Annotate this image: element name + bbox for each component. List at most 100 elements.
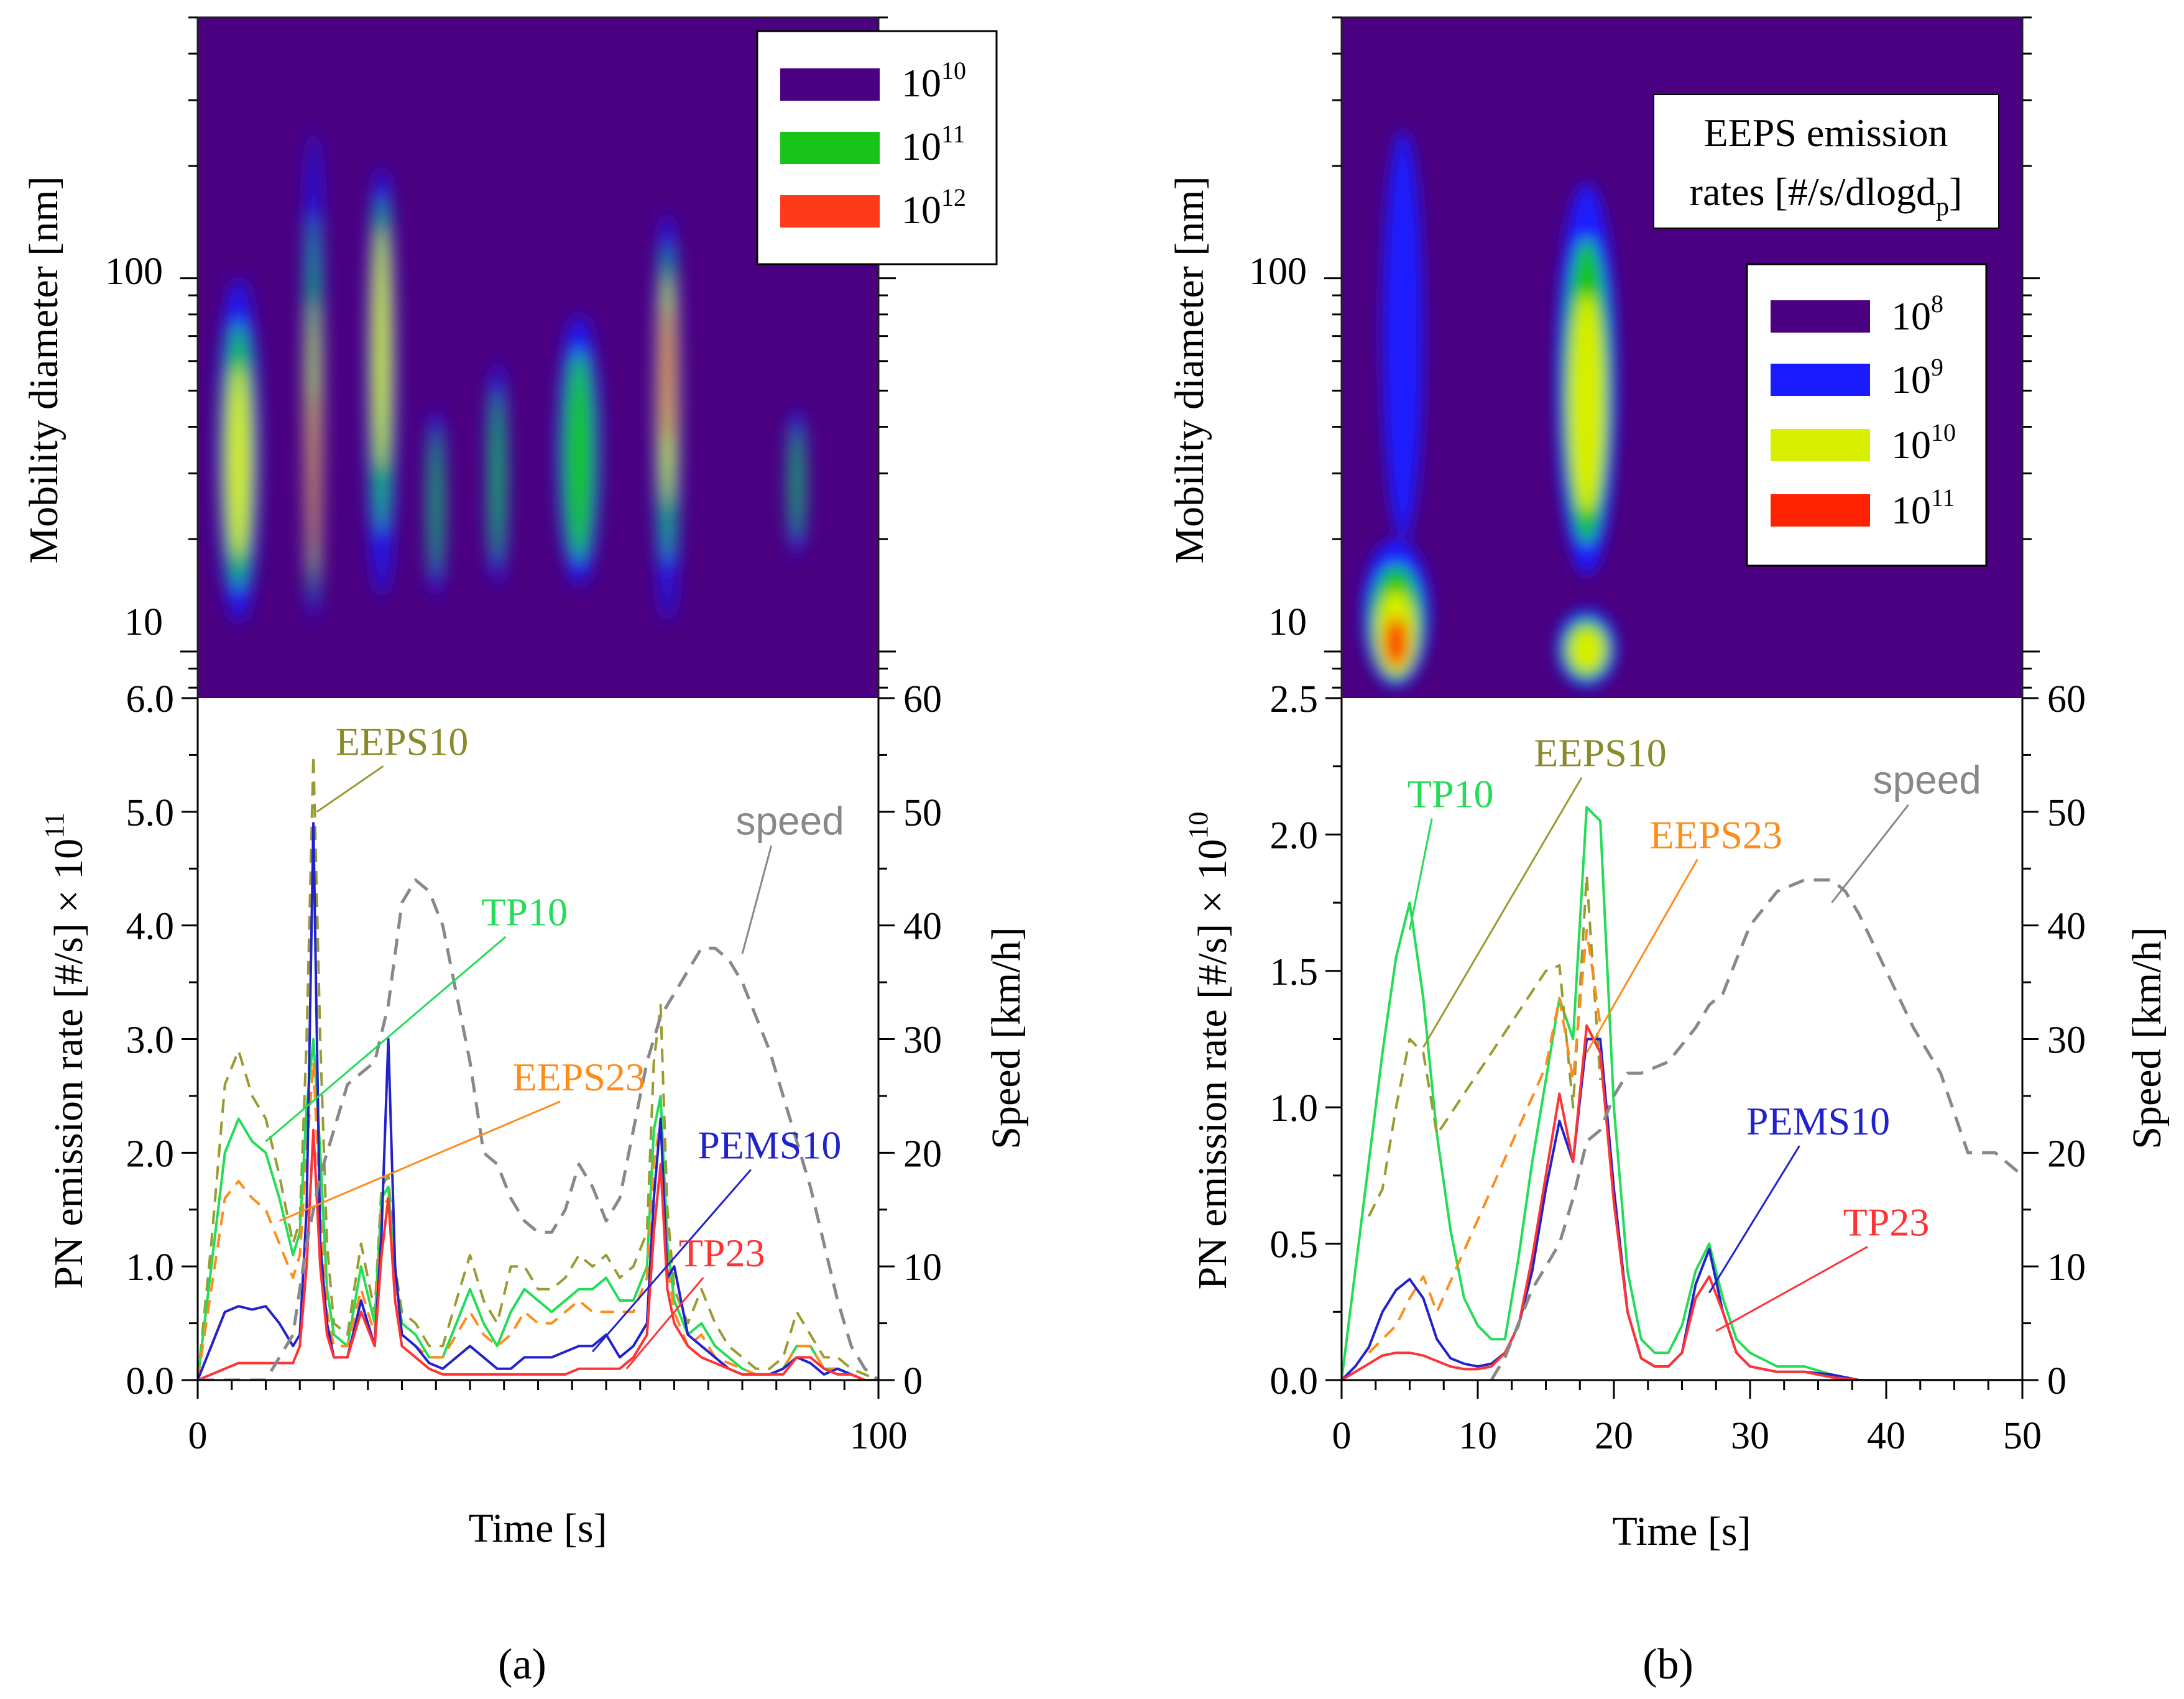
ytick-label: 0.5 [1270, 1224, 1319, 1266]
series-label-tp10: TP10 [481, 890, 568, 934]
series-label-pems10: PEMS10 [1746, 1099, 1890, 1143]
ytick-label: 5.0 [126, 792, 175, 834]
linechart-b-ticks: 0.0 0.5 1.0 1.5 2.0 2.5 0 10 20 30 40 50 60 0 10 20 30 40… [1270, 678, 2086, 1457]
heatmap-blob-4-green [430, 428, 442, 577]
y2tick-label: 50 [903, 792, 942, 834]
legend-a-swatch-2 [780, 132, 880, 164]
legend-a-entry-1: 1010 [901, 57, 966, 105]
linechart-b-y2label: Speed [km/h] [2124, 927, 2170, 1149]
legend-b-swatch-3 [1771, 429, 1870, 461]
heatmap-blob-layer [1362, 129, 1618, 688]
series-label-speed: speed [735, 798, 844, 843]
heatmap-blob-layer [218, 129, 804, 622]
legend-a-entry-3: 1012 [901, 183, 966, 232]
heatmap-blob-1-red [1384, 617, 1408, 668]
series-line-eeps10 [198, 753, 878, 1380]
series-label-pems10: PEMS10 [698, 1123, 841, 1167]
series-line-speed [198, 878, 878, 1380]
series-pointer-tp23 [625, 1277, 704, 1370]
series-line-eeps23 [1368, 929, 1602, 1354]
xtick-label: 20 [1595, 1415, 1633, 1457]
y2tick-label: 20 [2047, 1133, 2086, 1175]
legend-a-swatch-3 [780, 195, 880, 228]
legend-a-swatch-1 [780, 68, 880, 101]
heatmap-blob-8-green [791, 425, 803, 541]
legend-b-swatch-2 [1771, 364, 1870, 396]
heatmap-b-legend-title-box [1653, 94, 1999, 229]
legend-a-entry-2: 1011 [901, 120, 965, 168]
heatmap-blob-6-green [563, 350, 595, 562]
y2tick-label: 20 [903, 1133, 942, 1175]
ytick-label: 2.5 [1270, 678, 1319, 721]
linechart-a-xlabel: Time [s] [468, 1506, 607, 1551]
linechart-a-pointers: EEPS10 TP10 EEPS23 PEMS10 TP23 speed [265, 719, 844, 1370]
ytick-label: 1.0 [126, 1246, 175, 1289]
heatmap-a-ylabel: Mobility diameter [nm] [21, 176, 67, 563]
xtick-label: 40 [1867, 1415, 1905, 1457]
linechart-a-series [198, 753, 878, 1380]
ytick-label: 2.0 [126, 1133, 175, 1175]
series-label-tp23: TP23 [1843, 1200, 1930, 1244]
heatmap-b-legend-title: EEPS emission rates [#/s/dlogdp] [1653, 94, 1999, 229]
series-label-eeps23: EEPS23 [513, 1055, 645, 1099]
y2tick-label: 10 [2047, 1246, 2086, 1289]
heatmap-blob-2-blue [1382, 129, 1424, 540]
linechart-a-ticks: 0.0 1.0 2.0 3.0 4.0 5.0 6.0 0 10 20 30 40 50 60 0 100 [126, 678, 942, 1457]
y2tick-label: 40 [903, 906, 942, 948]
legend-b-title-line-2: rates [#/s/dlogdp] [1690, 170, 1963, 221]
y2tick-label: 30 [903, 1020, 942, 1062]
heatmap-a-blobs [218, 129, 804, 622]
y2tick-label: 60 [903, 678, 942, 721]
y2tick-label: 10 [903, 1246, 942, 1289]
heatmap-blob-4-yellow [1569, 627, 1604, 672]
series-label-eeps23: EEPS23 [1650, 813, 1782, 857]
series-pointer-pems10 [1708, 1145, 1800, 1294]
heatmap-b-blobs [1362, 129, 1618, 688]
linechart-b: TP10 EEPS10 EEPS23 PEMS10 TP23 speed 0.0 0.5 1.… [1183, 678, 2170, 1554]
heatmap-b-ylabel: Mobility diameter [nm] [1167, 176, 1212, 563]
series-label-eeps10: EEPS10 [336, 719, 468, 763]
heatmap-blob-3-yellow [374, 227, 389, 469]
heatmap-blob-1-yellow [227, 366, 251, 558]
series-pointer-tp10 [1409, 818, 1433, 931]
heatmap-b-legend: 108 109 1010 1011 [1746, 263, 1988, 567]
series-pointer-speed [1831, 804, 1909, 904]
ytick-label: 1.0 [1270, 1087, 1319, 1130]
ytick-label: 6.0 [126, 678, 175, 721]
heatmap-blob-5-green [491, 389, 504, 564]
series-pointer-eeps10 [1422, 776, 1583, 1048]
legend-b-entry-3: 1010 [1891, 418, 1956, 467]
linechart-a-ylabel: PN emission rate [#/s] × 1011 [39, 812, 91, 1289]
y2tick-label: 0 [2047, 1360, 2067, 1402]
series-label-tp10: TP10 [1408, 772, 1494, 816]
series-pointer-eeps10 [316, 765, 384, 813]
ytick-label: 3.0 [126, 1020, 175, 1062]
ytick-label: 0.0 [1270, 1360, 1319, 1402]
heatmap-b: 10 100 Mobility diameter [nm] EEPS emiss… [1167, 16, 2040, 699]
linechart-a-y2label: Speed [km/h] [984, 927, 1029, 1149]
heatmap-a-ytick-100: 100 [105, 251, 163, 293]
heatmap-b-ytick-10: 10 [1268, 601, 1307, 643]
y2tick-label: 60 [2047, 678, 2086, 721]
ytick-label: 2.0 [1270, 814, 1319, 857]
heatmap-b-ticks [1324, 16, 2040, 689]
legend-b-swatch-4 [1771, 494, 1870, 527]
series-line-eeps23 [198, 1061, 878, 1380]
ytick-label: 0.0 [126, 1360, 175, 1402]
series-line-tp23 [198, 1128, 878, 1380]
series-label-tp23: TP23 [679, 1231, 765, 1275]
y2tick-label: 40 [2047, 906, 2086, 948]
series-pointer-tp10 [265, 936, 507, 1143]
legend-b-entry-1: 108 [1891, 290, 1943, 338]
y2tick-label: 30 [2047, 1020, 2086, 1062]
heatmap-blob-3-yellow [1569, 293, 1604, 513]
heatmap-a-legend: 1010 1011 1012 [756, 30, 998, 265]
series-pointer-tp23 [1715, 1246, 1868, 1332]
ytick-label: 4.0 [126, 906, 175, 948]
series-pointer-eeps23 [279, 1100, 561, 1222]
series-line-eeps10 [1368, 874, 1602, 1217]
heatmap-blob-2-red [310, 387, 316, 555]
series-label-eeps10: EEPS10 [1534, 731, 1666, 775]
heatmap-a: 10 100 Mobility diameter [nm] 1010 1011 … [21, 16, 998, 699]
